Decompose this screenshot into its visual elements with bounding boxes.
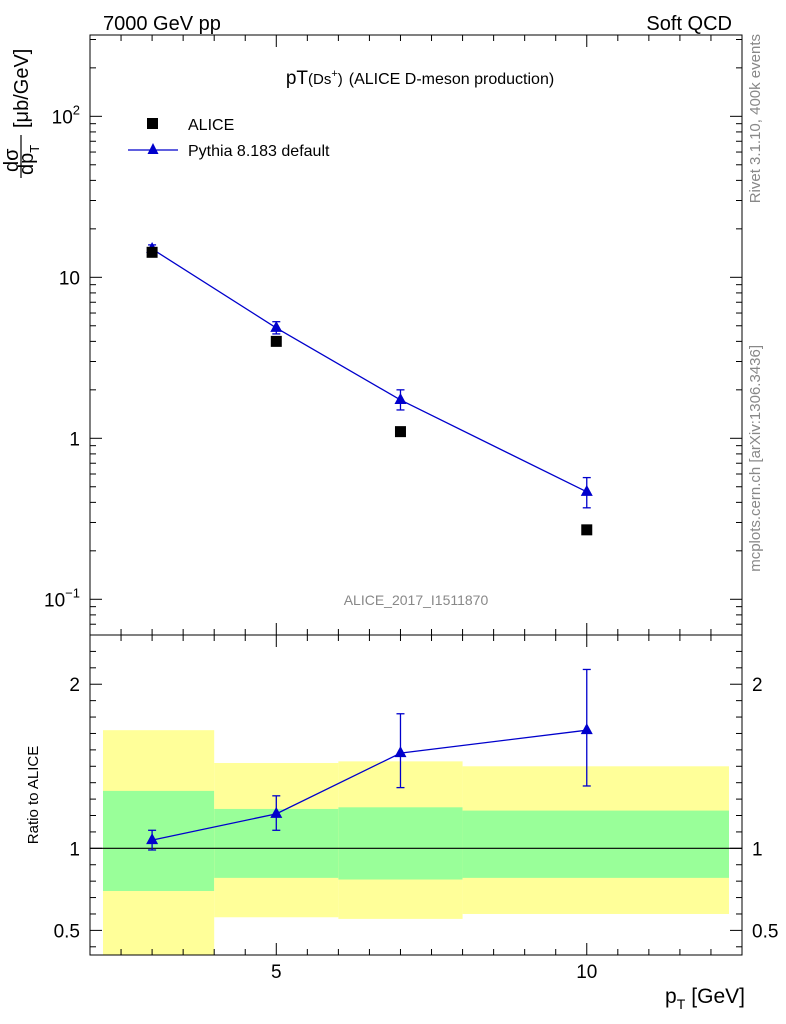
y-tick-label-main: 10−1 <box>44 585 80 611</box>
mcplots-credit-label: mcplots.cern.ch [arXiv:1306.3436] <box>747 345 764 572</box>
pythia-point <box>394 392 407 404</box>
analysis-watermark: ALICE_2017_I1511870 <box>344 592 489 608</box>
ratio-pythia-point <box>270 806 283 818</box>
alice-data-point <box>146 246 158 258</box>
header-energy-label: 7000 GeV pp <box>103 13 221 35</box>
y-axis-label-numerator: dσ <box>1 148 23 172</box>
main-panel: 10−1 1 10 102 <box>44 34 743 636</box>
pythia-point <box>580 484 593 496</box>
legend-pythia-marker <box>147 143 159 154</box>
alice-data-point <box>581 524 593 536</box>
ratio-pythia-point <box>146 833 159 845</box>
legend-alice-label: ALICE <box>188 117 234 134</box>
pythia-point <box>270 320 283 332</box>
y-axis-label-main: dpT dσ [μb/GeV] <box>1 49 42 178</box>
x-tick-label: 10 <box>576 962 597 983</box>
y-tick-label-main: 10 <box>59 268 80 289</box>
y-tick-label-ratio-left: 1 <box>69 839 80 860</box>
y-tick-label-ratio-left: 0.5 <box>54 921 80 942</box>
ratio-band-inner <box>338 807 463 880</box>
alice-data-point <box>394 426 406 438</box>
plot-title: pT(Ds+) (ALICE D-meson production) <box>286 68 554 89</box>
x-tick-label: 5 <box>271 962 282 983</box>
ratio-band-inner <box>462 810 729 878</box>
y-tick-label-main: 1 <box>69 429 80 450</box>
ratio-band-inner <box>103 790 215 891</box>
legend-pythia-label: Pythia 8.183 default <box>188 143 330 160</box>
rivet-version-label: Rivet 3.1.10, 400k events <box>747 34 764 203</box>
pythia-line <box>151 248 588 493</box>
y-tick-label-main: 102 <box>52 102 80 128</box>
y-tick-label-ratio-right: 1 <box>752 839 763 860</box>
y-tick-label-ratio-left: 2 <box>69 675 80 696</box>
legend: ALICE Pythia 8.183 default <box>128 117 330 160</box>
y-tick-label-ratio-right: 2 <box>752 675 763 696</box>
ratio-pythia-line <box>151 729 587 841</box>
y-axis-label-unit: [μb/GeV] <box>11 49 33 128</box>
ratio-panel: 0.5 0.5 1 1 2 2 5 10 <box>54 634 778 983</box>
ratio-pythia-point <box>580 723 593 735</box>
ratio-pythia-point <box>394 746 407 758</box>
y-axis-label-ratio: Ratio to ALICE <box>25 746 42 844</box>
header-category-label: Soft QCD <box>646 13 732 35</box>
x-axis-label: pT [GeV] <box>665 985 745 1012</box>
ratio-frame <box>89 634 743 956</box>
y-tick-label-ratio-right: 0.5 <box>752 921 778 942</box>
alice-data-point <box>270 335 282 347</box>
legend-alice-marker <box>147 118 158 129</box>
